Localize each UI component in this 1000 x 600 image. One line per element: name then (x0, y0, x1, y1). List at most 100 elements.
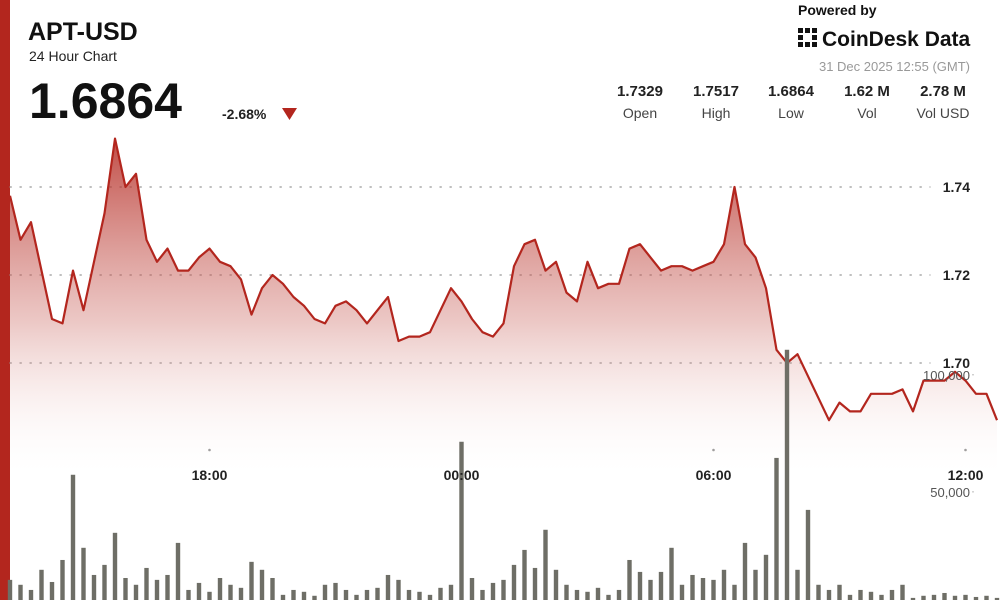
volume-bar (753, 569, 758, 600)
volume-bar (333, 582, 338, 600)
volume-bar (532, 567, 538, 600)
powered-by: Powered by (798, 2, 877, 18)
volume-bar (238, 587, 244, 600)
volume-bar (606, 594, 611, 600)
volume-bar (795, 569, 800, 600)
volume-bar (175, 542, 181, 600)
volume-bar (879, 594, 884, 600)
volume-bar (28, 589, 34, 600)
volume-bar (669, 547, 674, 600)
volume-bar (280, 594, 286, 600)
volume-bar (973, 596, 979, 600)
change: -2.68% (222, 106, 267, 122)
volume-bar (574, 589, 580, 600)
volume-bar (784, 349, 790, 600)
x-tick-label: 18:00 (192, 467, 228, 483)
volume-bar (375, 587, 380, 600)
volume-bar (312, 595, 317, 600)
volume-bar (228, 584, 233, 600)
price-line (8, 137, 999, 422)
volume-bar (354, 594, 359, 600)
y-tick-label: 1.74 (943, 179, 970, 195)
volume-bar (417, 591, 422, 600)
x-tick-label: 06:00 (696, 467, 732, 483)
stat-label: Low (778, 105, 805, 121)
volume-bar (343, 589, 349, 600)
brand-logo (798, 28, 817, 47)
volume-bar (301, 591, 307, 600)
volume-bar (711, 579, 716, 600)
volume-bar (553, 569, 559, 600)
volume-bar (585, 591, 590, 600)
volume-bar (81, 547, 86, 600)
volume-bar (700, 577, 706, 600)
volume-bar (259, 569, 265, 600)
volume-bar (490, 582, 496, 600)
volume-bar (291, 589, 296, 600)
volume-bar (39, 569, 44, 600)
volume-bar (627, 559, 632, 600)
price: 1.6864 (29, 73, 182, 129)
y-tick-label: 1.72 (943, 267, 970, 283)
volume-bar (70, 474, 76, 600)
timestamp: 31 Dec 2025 12:55 (GMT) (819, 59, 970, 74)
volume-bar (805, 509, 811, 600)
stat-label: Vol (857, 105, 876, 121)
volume-bar (480, 589, 485, 600)
volume-bar (679, 584, 685, 600)
volume-bar (511, 564, 517, 600)
areas (10, 138, 997, 600)
volume-bar (270, 577, 275, 600)
stat-value: 1.7517 (693, 83, 739, 100)
volume-bar (133, 584, 139, 600)
volume-bar (427, 594, 433, 600)
volume-bar (543, 529, 548, 600)
volume-bar (942, 592, 947, 600)
volume-bar (637, 571, 643, 600)
down-arrow (282, 108, 297, 120)
volume-bar (658, 571, 664, 600)
stats: 1.7329 Open 1.7517 High 1.6864 Low 1.62 M Vol 2.… (617, 83, 969, 121)
volume-bar (994, 597, 1000, 600)
volume-bar (144, 567, 149, 600)
volume-bar (385, 574, 391, 600)
stat-value: 2.78 M (920, 83, 966, 100)
lines (8, 137, 999, 422)
volume-bar (7, 579, 13, 600)
volume-bar (837, 584, 842, 600)
volume-bar (438, 587, 443, 600)
volume-bar (963, 594, 968, 600)
volume-bar (459, 441, 464, 600)
y-tick-label: 1.70 (943, 355, 970, 371)
volume-bar (921, 595, 926, 600)
volume-bar (910, 597, 916, 600)
volume-bar (112, 532, 118, 600)
y2-tick-label: 50,000 (930, 485, 970, 500)
volume-bar (322, 584, 328, 600)
volume-bar (207, 591, 212, 600)
volume-bar (18, 584, 23, 600)
volume-bar (690, 574, 695, 600)
bars (7, 349, 1000, 600)
volume-bar (721, 569, 727, 600)
volume-bar (364, 589, 370, 600)
volume-bar (648, 579, 653, 600)
volume-bar (249, 561, 254, 600)
stat-value: 1.62 M (844, 83, 890, 100)
volume-bar (847, 594, 853, 600)
volume-bar (826, 589, 832, 600)
volume-bar (616, 589, 622, 600)
volume-bar (732, 584, 737, 600)
volume-bar (742, 542, 748, 600)
volume-bar (522, 549, 527, 600)
volume-bar (816, 584, 821, 600)
y2-tick-label: 100,000 (923, 368, 970, 383)
x-tick-label: 12:00 (948, 467, 984, 483)
area (10, 138, 997, 600)
volume-bar (984, 595, 989, 600)
volume-bar (406, 589, 412, 600)
subtitle: 24 Hour Chart (29, 48, 117, 64)
volume-bar (774, 457, 779, 600)
